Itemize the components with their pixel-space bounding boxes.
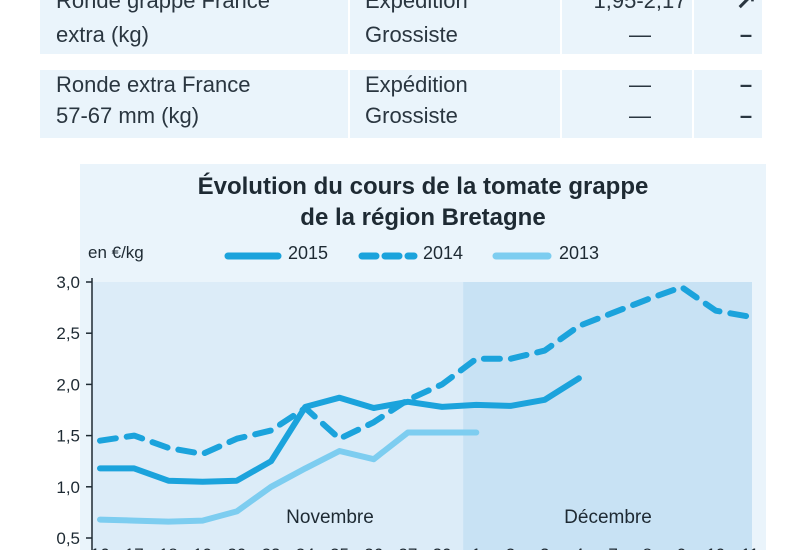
- chart-subtitle: de la région Bretagne: [300, 204, 546, 231]
- x-tick-label: 26: [364, 545, 383, 550]
- legend-label-2015: 2015: [288, 243, 329, 263]
- product-name: Ronde grappe France: [56, 0, 271, 13]
- row-divider: [40, 54, 762, 70]
- x-tick-label: 20: [227, 545, 246, 550]
- price-value: 1,95-2,17: [593, 0, 687, 13]
- trend-flat-icon: –: [739, 22, 753, 47]
- stage-label: Grossiste: [365, 103, 458, 128]
- stage-label: Expédition: [365, 72, 468, 97]
- x-tick-label: 7: [608, 545, 617, 550]
- x-tick-label: 16: [91, 545, 110, 550]
- x-tick-label: 18: [159, 545, 178, 550]
- x-tick-label: 11: [741, 545, 759, 550]
- x-tick-label: 9: [677, 545, 686, 550]
- y-tick-label: 0,5: [56, 529, 80, 548]
- x-tick-label: 19: [193, 545, 212, 550]
- product-name: extra (kg): [56, 22, 149, 47]
- month-label: Novembre: [286, 507, 374, 528]
- column-divider: [560, 0, 562, 138]
- trend-flat-icon: –: [739, 103, 753, 128]
- trend-flat-icon: –: [739, 72, 753, 97]
- series-line-2013: [97, 429, 480, 525]
- x-tick-label: 17: [125, 545, 144, 550]
- legend-label-2013: 2013: [559, 243, 600, 263]
- y-axis-unit: en €/kg: [88, 243, 144, 262]
- x-tick-label: 8: [643, 545, 652, 550]
- stage-label: Expédition: [365, 0, 468, 13]
- x-tick-label: 10: [706, 545, 725, 550]
- x-tick-label: 23: [262, 545, 281, 550]
- price-value: —: [629, 72, 651, 97]
- trend-up-icon: ↗: [735, 0, 757, 16]
- y-tick-label: 2,0: [56, 375, 80, 394]
- y-tick-label: 1,5: [56, 427, 80, 446]
- x-tick-label: 24: [296, 545, 315, 550]
- x-tick-label: 3: [540, 545, 549, 550]
- x-tick-label: 4: [574, 545, 583, 550]
- series-line-2015: [97, 375, 582, 485]
- price-table: Ronde grappe France extra (kg) Expéditio…: [40, 0, 762, 138]
- chart-title: Évolution du cours de la tomate grappe: [197, 173, 649, 200]
- table-row: Ronde grappe France extra (kg) Expéditio…: [40, 0, 762, 52]
- x-tick-label: 27: [398, 545, 417, 550]
- x-tick-label: 30: [433, 545, 452, 550]
- price-value: —: [629, 22, 651, 47]
- december-shading: [463, 282, 752, 550]
- y-tick-label: 2,5: [56, 324, 80, 343]
- month-label: Décembre: [564, 507, 652, 528]
- stage-label: Grossiste: [365, 22, 458, 47]
- x-tick-label: 1: [472, 545, 481, 550]
- y-tick-label: 3,0: [56, 273, 80, 292]
- column-divider: [348, 0, 350, 138]
- x-tick-label: 25: [330, 545, 349, 550]
- column-divider: [692, 0, 694, 138]
- price-value: —: [629, 103, 651, 128]
- y-tick-label: 1,0: [56, 478, 80, 497]
- table-row: Ronde extra France 57-67 mm (kg) Expédit…: [40, 70, 762, 136]
- product-name: 57-67 mm (kg): [56, 103, 200, 128]
- x-tick-label: 2: [506, 545, 515, 550]
- product-name: Ronde extra France: [56, 72, 251, 97]
- legend-label-2014: 2014: [423, 243, 464, 263]
- series-line-2014: [97, 284, 753, 457]
